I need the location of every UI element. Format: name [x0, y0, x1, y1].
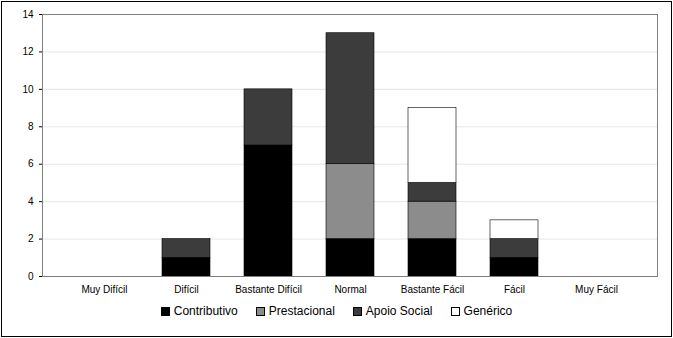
html-text:Prestacional: Prestacional	[268, 304, 335, 318]
svg-text:Fácil: Fácil	[504, 284, 525, 295]
svg-text:0: 0	[28, 271, 34, 282]
html-text:Genérico: Genérico	[463, 304, 513, 318]
svg-text:Muy Fácil: Muy Fácil	[575, 284, 618, 295]
svg-text:4: 4	[28, 196, 34, 207]
svg-text:14: 14	[22, 9, 34, 20]
svg-text:10: 10	[22, 84, 34, 95]
html-text:Contributivo: Contributivo	[173, 304, 238, 318]
svg-text:12: 12	[22, 46, 34, 57]
html-text:Apoio Social: Apoio Social	[365, 304, 433, 318]
svg-text:8: 8	[28, 121, 34, 132]
svg-text:Difícil: Difícil	[174, 284, 198, 295]
svg-text:Normal: Normal	[334, 284, 366, 295]
svg-text:Bastante Fácil: Bastante Fácil	[401, 284, 464, 295]
svg-text:Muy Difícil: Muy Difícil	[81, 284, 127, 295]
svg-text:2: 2	[28, 233, 34, 244]
svg-text:6: 6	[28, 158, 34, 169]
svg-text:Bastante Difícil: Bastante Difícil	[235, 284, 302, 295]
